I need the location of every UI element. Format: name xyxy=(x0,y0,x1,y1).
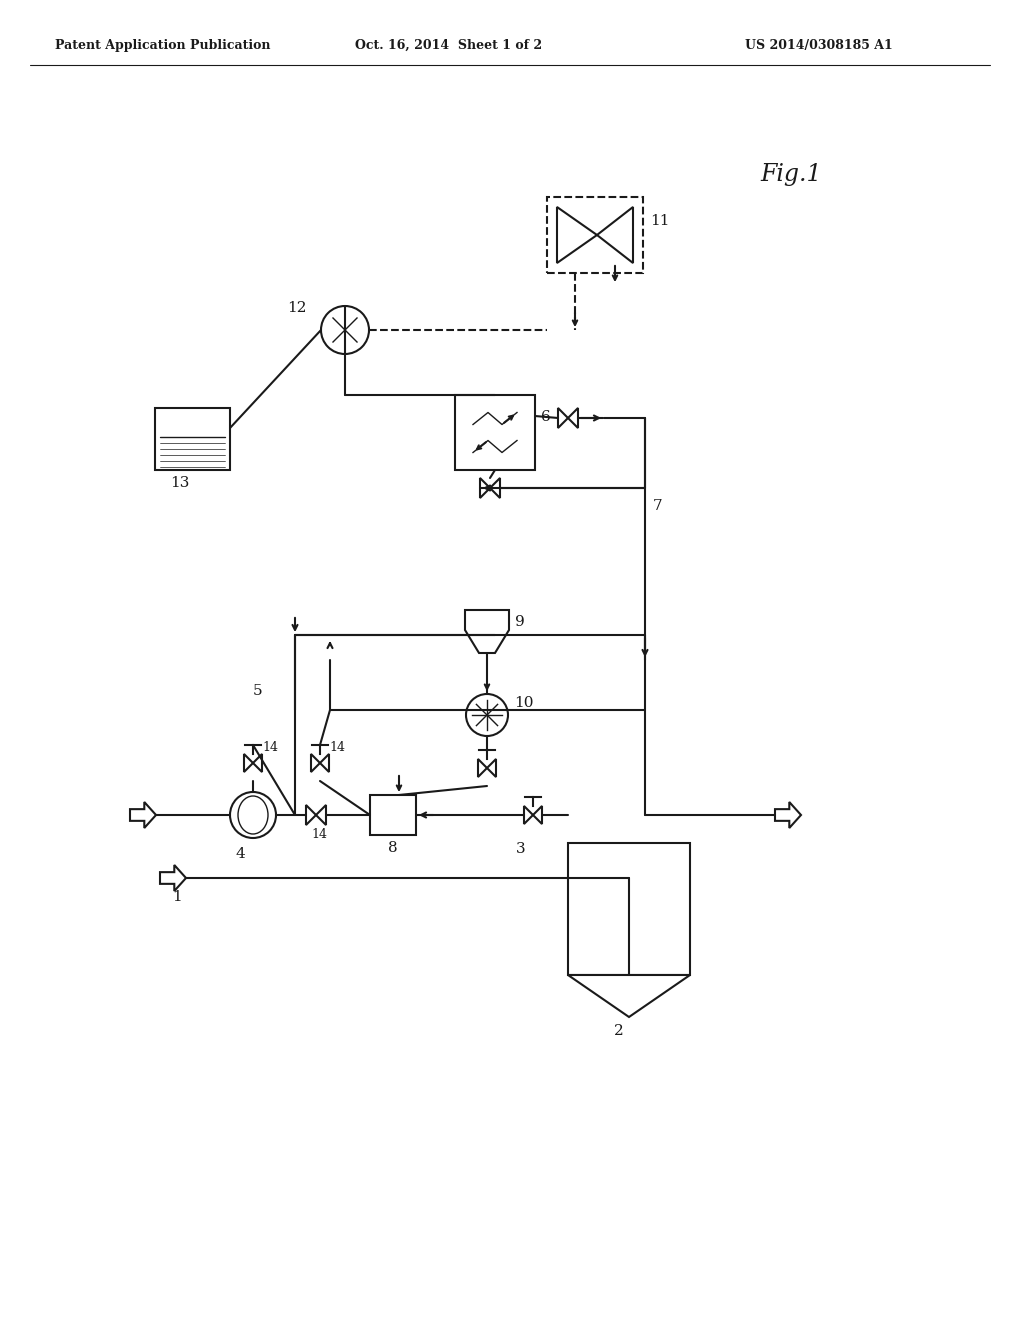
Text: 4: 4 xyxy=(234,847,245,861)
Text: 11: 11 xyxy=(650,214,670,228)
Text: 1: 1 xyxy=(172,890,181,904)
Text: 12: 12 xyxy=(287,301,306,315)
Polygon shape xyxy=(465,610,509,653)
Circle shape xyxy=(466,694,508,737)
Polygon shape xyxy=(490,478,500,498)
Text: 9: 9 xyxy=(515,615,524,630)
Text: 3: 3 xyxy=(516,842,525,855)
Text: 5: 5 xyxy=(253,684,262,698)
Text: Oct. 16, 2014  Sheet 1 of 2: Oct. 16, 2014 Sheet 1 of 2 xyxy=(355,38,542,51)
Polygon shape xyxy=(487,759,496,777)
Polygon shape xyxy=(160,865,186,891)
Bar xyxy=(455,395,535,470)
Polygon shape xyxy=(253,754,262,772)
Polygon shape xyxy=(316,805,326,825)
Text: 6: 6 xyxy=(541,411,551,424)
Polygon shape xyxy=(311,754,319,772)
Polygon shape xyxy=(775,803,801,828)
Bar xyxy=(155,408,230,470)
Circle shape xyxy=(321,306,369,354)
Polygon shape xyxy=(478,759,487,777)
Text: 8: 8 xyxy=(388,841,397,855)
Polygon shape xyxy=(244,754,253,772)
Polygon shape xyxy=(534,807,542,824)
Text: 14: 14 xyxy=(329,741,345,754)
Polygon shape xyxy=(597,207,633,263)
Text: 14: 14 xyxy=(262,741,278,754)
Polygon shape xyxy=(524,807,534,824)
Text: 13: 13 xyxy=(170,477,189,490)
Polygon shape xyxy=(306,805,316,825)
Text: Patent Application Publication: Patent Application Publication xyxy=(55,38,270,51)
Polygon shape xyxy=(558,408,568,428)
Polygon shape xyxy=(568,408,578,428)
Polygon shape xyxy=(480,478,490,498)
Text: 7: 7 xyxy=(653,499,663,513)
Bar xyxy=(547,197,643,273)
Bar xyxy=(568,843,690,975)
Polygon shape xyxy=(319,754,329,772)
Text: 2: 2 xyxy=(614,1024,624,1038)
Polygon shape xyxy=(568,975,690,1016)
Text: 10: 10 xyxy=(514,696,534,710)
Text: Fig.1: Fig.1 xyxy=(760,164,821,186)
Polygon shape xyxy=(557,207,597,263)
Bar xyxy=(370,795,416,836)
Text: 14: 14 xyxy=(311,828,327,841)
Polygon shape xyxy=(130,803,156,828)
Text: US 2014/0308185 A1: US 2014/0308185 A1 xyxy=(745,38,893,51)
Circle shape xyxy=(230,792,276,838)
